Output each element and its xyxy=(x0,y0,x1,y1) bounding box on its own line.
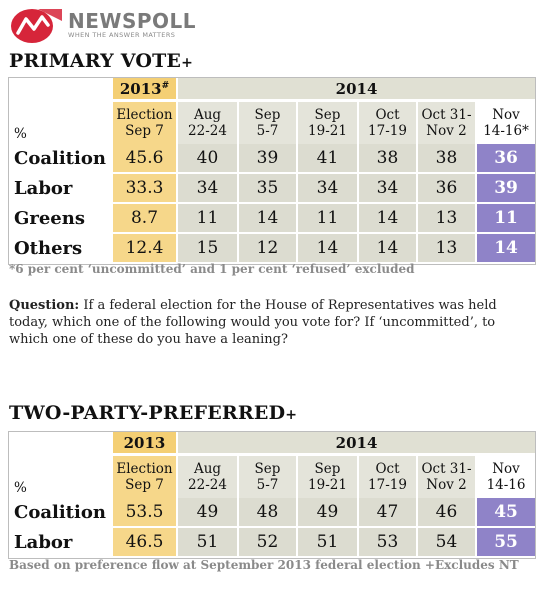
table-cell: 34 xyxy=(176,174,237,204)
tpp-footnote: Based on preference flow at September 20… xyxy=(9,558,519,572)
table-cell: 40 xyxy=(176,144,237,174)
column-header: Oct 31- Nov 2 xyxy=(416,456,475,498)
table-row: Coalition 45.6 40 39 41 38 38 36 xyxy=(9,144,536,174)
table-cell: 11 xyxy=(176,204,237,234)
table-cell: 52 xyxy=(237,528,296,558)
table-cell: 12 xyxy=(237,234,296,264)
column-header: Aug 22-24 xyxy=(176,456,237,498)
table-cell: 47 xyxy=(357,498,416,528)
table-cell: 39 xyxy=(237,144,296,174)
table-row: Others 12.4 15 12 14 14 13 14 xyxy=(9,234,536,264)
table-cell: 33.3 xyxy=(113,174,176,204)
table-cell: 34 xyxy=(296,174,357,204)
table-cell: 13 xyxy=(416,204,475,234)
table-row: Greens 8.7 11 14 11 14 13 11 xyxy=(9,204,536,234)
primary-vote-title-mark: + xyxy=(181,55,194,71)
year-2014-header: 2014 xyxy=(176,432,536,456)
table-cell: 11 xyxy=(296,204,357,234)
table-cell: 53.5 xyxy=(113,498,176,528)
table-cell-highlight: 39 xyxy=(475,174,536,204)
question-body: If a federal election for the House of R… xyxy=(9,298,497,347)
table-cell: 48 xyxy=(237,498,296,528)
percent-label: % xyxy=(14,480,27,496)
row-label: Greens xyxy=(9,204,113,234)
table-cell: 14 xyxy=(357,204,416,234)
table-cell: 54 xyxy=(416,528,475,558)
row-label: Labor xyxy=(9,174,113,204)
table-cell: 35 xyxy=(237,174,296,204)
primary-vote-title: PRIMARY VOTE+ xyxy=(9,50,193,72)
table-cell: 46 xyxy=(416,498,475,528)
question-text: Question: If a federal election for the … xyxy=(9,297,534,348)
primary-vote-footnote: *6 per cent ‘uncommitted’ and 1 per cent… xyxy=(9,262,415,276)
table-cell: 53 xyxy=(357,528,416,558)
column-header: Nov 14-16 xyxy=(475,456,536,498)
table-cell: 13 xyxy=(416,234,475,264)
column-header: Nov 14-16* xyxy=(475,102,536,144)
table-cell: 12.4 xyxy=(113,234,176,264)
year-2013-header: 2013 xyxy=(113,432,176,456)
column-header: Oct 31- Nov 2 xyxy=(416,102,475,144)
row-label: Labor xyxy=(9,528,113,558)
column-header: Election Sep 7 xyxy=(113,102,176,144)
table-cell: 36 xyxy=(416,174,475,204)
newspoll-logo: NEWSPOLL WHEN THE ANSWER MATTERS xyxy=(8,5,196,45)
column-header: Election Sep 7 xyxy=(113,456,176,498)
table-cell-highlight: 45 xyxy=(475,498,536,528)
table-cell: 51 xyxy=(176,528,237,558)
table-cell: 14 xyxy=(296,234,357,264)
percent-label: % xyxy=(14,126,27,142)
table-row: Labor 33.3 34 35 34 34 36 39 xyxy=(9,174,536,204)
tpp-title: TWO-PARTY-PREFERRED+ xyxy=(9,402,297,424)
tpp-title-mark: + xyxy=(285,407,298,423)
table-cell: 41 xyxy=(296,144,357,174)
table-cell: 51 xyxy=(296,528,357,558)
column-header: Sep 19-21 xyxy=(296,456,357,498)
row-label: Coalition xyxy=(9,498,113,528)
table-cell: 34 xyxy=(357,174,416,204)
column-header: Sep 19-21 xyxy=(296,102,357,144)
table-cell: 46.5 xyxy=(113,528,176,558)
column-header: Oct 17-19 xyxy=(357,102,416,144)
table-cell: 14 xyxy=(237,204,296,234)
brand-name: NEWSPOLL xyxy=(68,9,197,33)
brand-tagline: WHEN THE ANSWER MATTERS xyxy=(68,31,176,39)
year-2013-header: 2013# xyxy=(113,78,176,102)
table-row: Labor 46.5 51 52 51 53 54 55 xyxy=(9,528,536,558)
primary-vote-title-text: PRIMARY VOTE xyxy=(9,50,182,72)
table-row: Coalition 53.5 49 48 49 47 46 45 xyxy=(9,498,536,528)
table-cell: 38 xyxy=(357,144,416,174)
column-header: Oct 17-19 xyxy=(357,456,416,498)
table-cell: 38 xyxy=(416,144,475,174)
table-cell-highlight: 55 xyxy=(475,528,536,558)
column-header: Sep 5-7 xyxy=(237,456,296,498)
question-label: Question: xyxy=(9,298,80,313)
tpp-title-text: TWO-PARTY-PREFERRED xyxy=(9,402,286,424)
table-cell-highlight: 36 xyxy=(475,144,536,174)
table-cell: 14 xyxy=(357,234,416,264)
primary-vote-table: 2013# 2014 % Election Sep 7 Aug 22-24 Sep 5… xyxy=(8,77,536,265)
table-cell: 49 xyxy=(296,498,357,528)
row-label: Others xyxy=(9,234,113,264)
table-cell-highlight: 11 xyxy=(475,204,536,234)
table-cell-highlight: 14 xyxy=(475,234,536,264)
table-cell: 49 xyxy=(176,498,237,528)
table-cell: 15 xyxy=(176,234,237,264)
year-2014-header: 2014 xyxy=(176,78,536,102)
column-header: Sep 5-7 xyxy=(237,102,296,144)
newspoll-logo-icon xyxy=(11,9,62,43)
table-cell: 8.7 xyxy=(113,204,176,234)
tpp-table: 2013 2014 % Election Sep 7 Aug 22-24 Sep 5-… xyxy=(8,431,536,559)
column-header: Aug 22-24 xyxy=(176,102,237,144)
table-cell: 45.6 xyxy=(113,144,176,174)
row-label: Coalition xyxy=(9,144,113,174)
